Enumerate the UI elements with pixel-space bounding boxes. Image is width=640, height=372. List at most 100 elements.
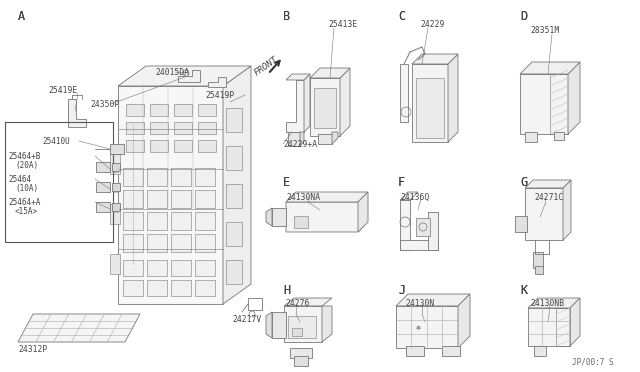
Polygon shape xyxy=(208,77,226,87)
Bar xyxy=(123,212,143,230)
Text: F: F xyxy=(398,176,405,189)
Polygon shape xyxy=(400,192,418,200)
Text: B: B xyxy=(283,10,290,22)
Bar xyxy=(314,88,336,128)
Text: D: D xyxy=(520,10,527,22)
Bar xyxy=(147,234,167,252)
Bar xyxy=(288,316,316,338)
Bar xyxy=(147,212,167,230)
Bar xyxy=(525,132,537,142)
Polygon shape xyxy=(68,99,86,127)
Bar xyxy=(534,346,546,356)
Text: J: J xyxy=(398,283,405,296)
Bar xyxy=(226,146,242,170)
Text: 25464+B: 25464+B xyxy=(8,151,40,160)
Bar xyxy=(112,163,120,171)
Text: 25410U: 25410U xyxy=(42,137,70,145)
Polygon shape xyxy=(223,66,251,304)
Text: 24271C: 24271C xyxy=(534,192,563,202)
Bar xyxy=(123,260,143,276)
Bar xyxy=(126,140,144,152)
Bar xyxy=(118,86,223,304)
Bar xyxy=(123,168,143,186)
Text: B: B xyxy=(283,10,290,22)
Text: 25464+A: 25464+A xyxy=(8,198,40,206)
Text: J: J xyxy=(398,283,405,296)
Bar xyxy=(198,140,216,152)
Text: H: H xyxy=(283,283,290,296)
Bar xyxy=(226,108,242,132)
Bar xyxy=(226,260,242,284)
Polygon shape xyxy=(400,240,438,250)
Bar xyxy=(126,104,144,116)
Text: 28351M: 28351M xyxy=(530,26,559,35)
Bar xyxy=(550,74,568,134)
Text: E: E xyxy=(283,176,290,189)
Polygon shape xyxy=(322,306,332,342)
Bar xyxy=(195,280,215,296)
Text: 24350P: 24350P xyxy=(90,99,119,109)
Bar xyxy=(528,308,570,346)
Text: H: H xyxy=(283,283,290,296)
Polygon shape xyxy=(340,68,350,136)
Bar xyxy=(112,183,120,191)
Polygon shape xyxy=(332,132,338,144)
Text: JP/00:7 S: JP/00:7 S xyxy=(572,357,614,366)
Polygon shape xyxy=(18,314,140,342)
Bar xyxy=(174,140,192,152)
Polygon shape xyxy=(412,54,458,64)
Bar xyxy=(195,234,215,252)
Bar xyxy=(226,184,242,208)
Text: ✱: ✱ xyxy=(415,324,420,333)
Bar xyxy=(226,222,242,246)
Bar xyxy=(5,122,113,242)
Text: 24229: 24229 xyxy=(420,19,444,29)
Bar xyxy=(171,280,191,296)
Polygon shape xyxy=(304,74,310,132)
Polygon shape xyxy=(310,68,350,78)
Bar xyxy=(110,144,124,154)
Bar xyxy=(284,306,322,342)
Bar xyxy=(248,298,262,310)
Bar xyxy=(520,74,568,134)
Polygon shape xyxy=(178,70,200,82)
Bar xyxy=(112,203,120,211)
Polygon shape xyxy=(286,74,310,80)
Bar xyxy=(195,190,215,208)
Bar xyxy=(110,204,120,224)
Text: 24015DA: 24015DA xyxy=(155,67,189,77)
Bar xyxy=(150,122,168,134)
Text: C: C xyxy=(398,10,405,22)
Text: 24130NA: 24130NA xyxy=(286,192,320,202)
Bar xyxy=(174,122,192,134)
Polygon shape xyxy=(266,208,272,226)
Bar xyxy=(272,312,286,338)
Bar xyxy=(535,266,543,274)
Text: K: K xyxy=(520,283,527,296)
Polygon shape xyxy=(358,192,368,232)
Bar xyxy=(123,190,143,208)
Bar xyxy=(294,356,308,366)
Bar xyxy=(310,78,340,136)
Text: 25419E: 25419E xyxy=(48,86,77,94)
Polygon shape xyxy=(448,54,458,142)
Bar xyxy=(416,78,444,138)
Text: 24136Q: 24136Q xyxy=(400,192,429,202)
Bar xyxy=(195,212,215,230)
Text: 25413E: 25413E xyxy=(328,19,357,29)
Text: C: C xyxy=(398,10,405,22)
Text: 24130NB: 24130NB xyxy=(530,299,564,308)
Text: G: G xyxy=(520,176,527,189)
Polygon shape xyxy=(428,212,438,250)
Polygon shape xyxy=(396,294,470,306)
Bar xyxy=(292,328,302,336)
Text: 24217V: 24217V xyxy=(232,315,261,324)
Bar xyxy=(412,64,448,142)
Text: 24312P: 24312P xyxy=(18,346,47,355)
Polygon shape xyxy=(286,202,364,232)
Bar xyxy=(123,280,143,296)
Bar xyxy=(554,132,564,140)
Bar xyxy=(556,308,570,346)
Bar xyxy=(171,234,191,252)
Polygon shape xyxy=(570,298,580,346)
